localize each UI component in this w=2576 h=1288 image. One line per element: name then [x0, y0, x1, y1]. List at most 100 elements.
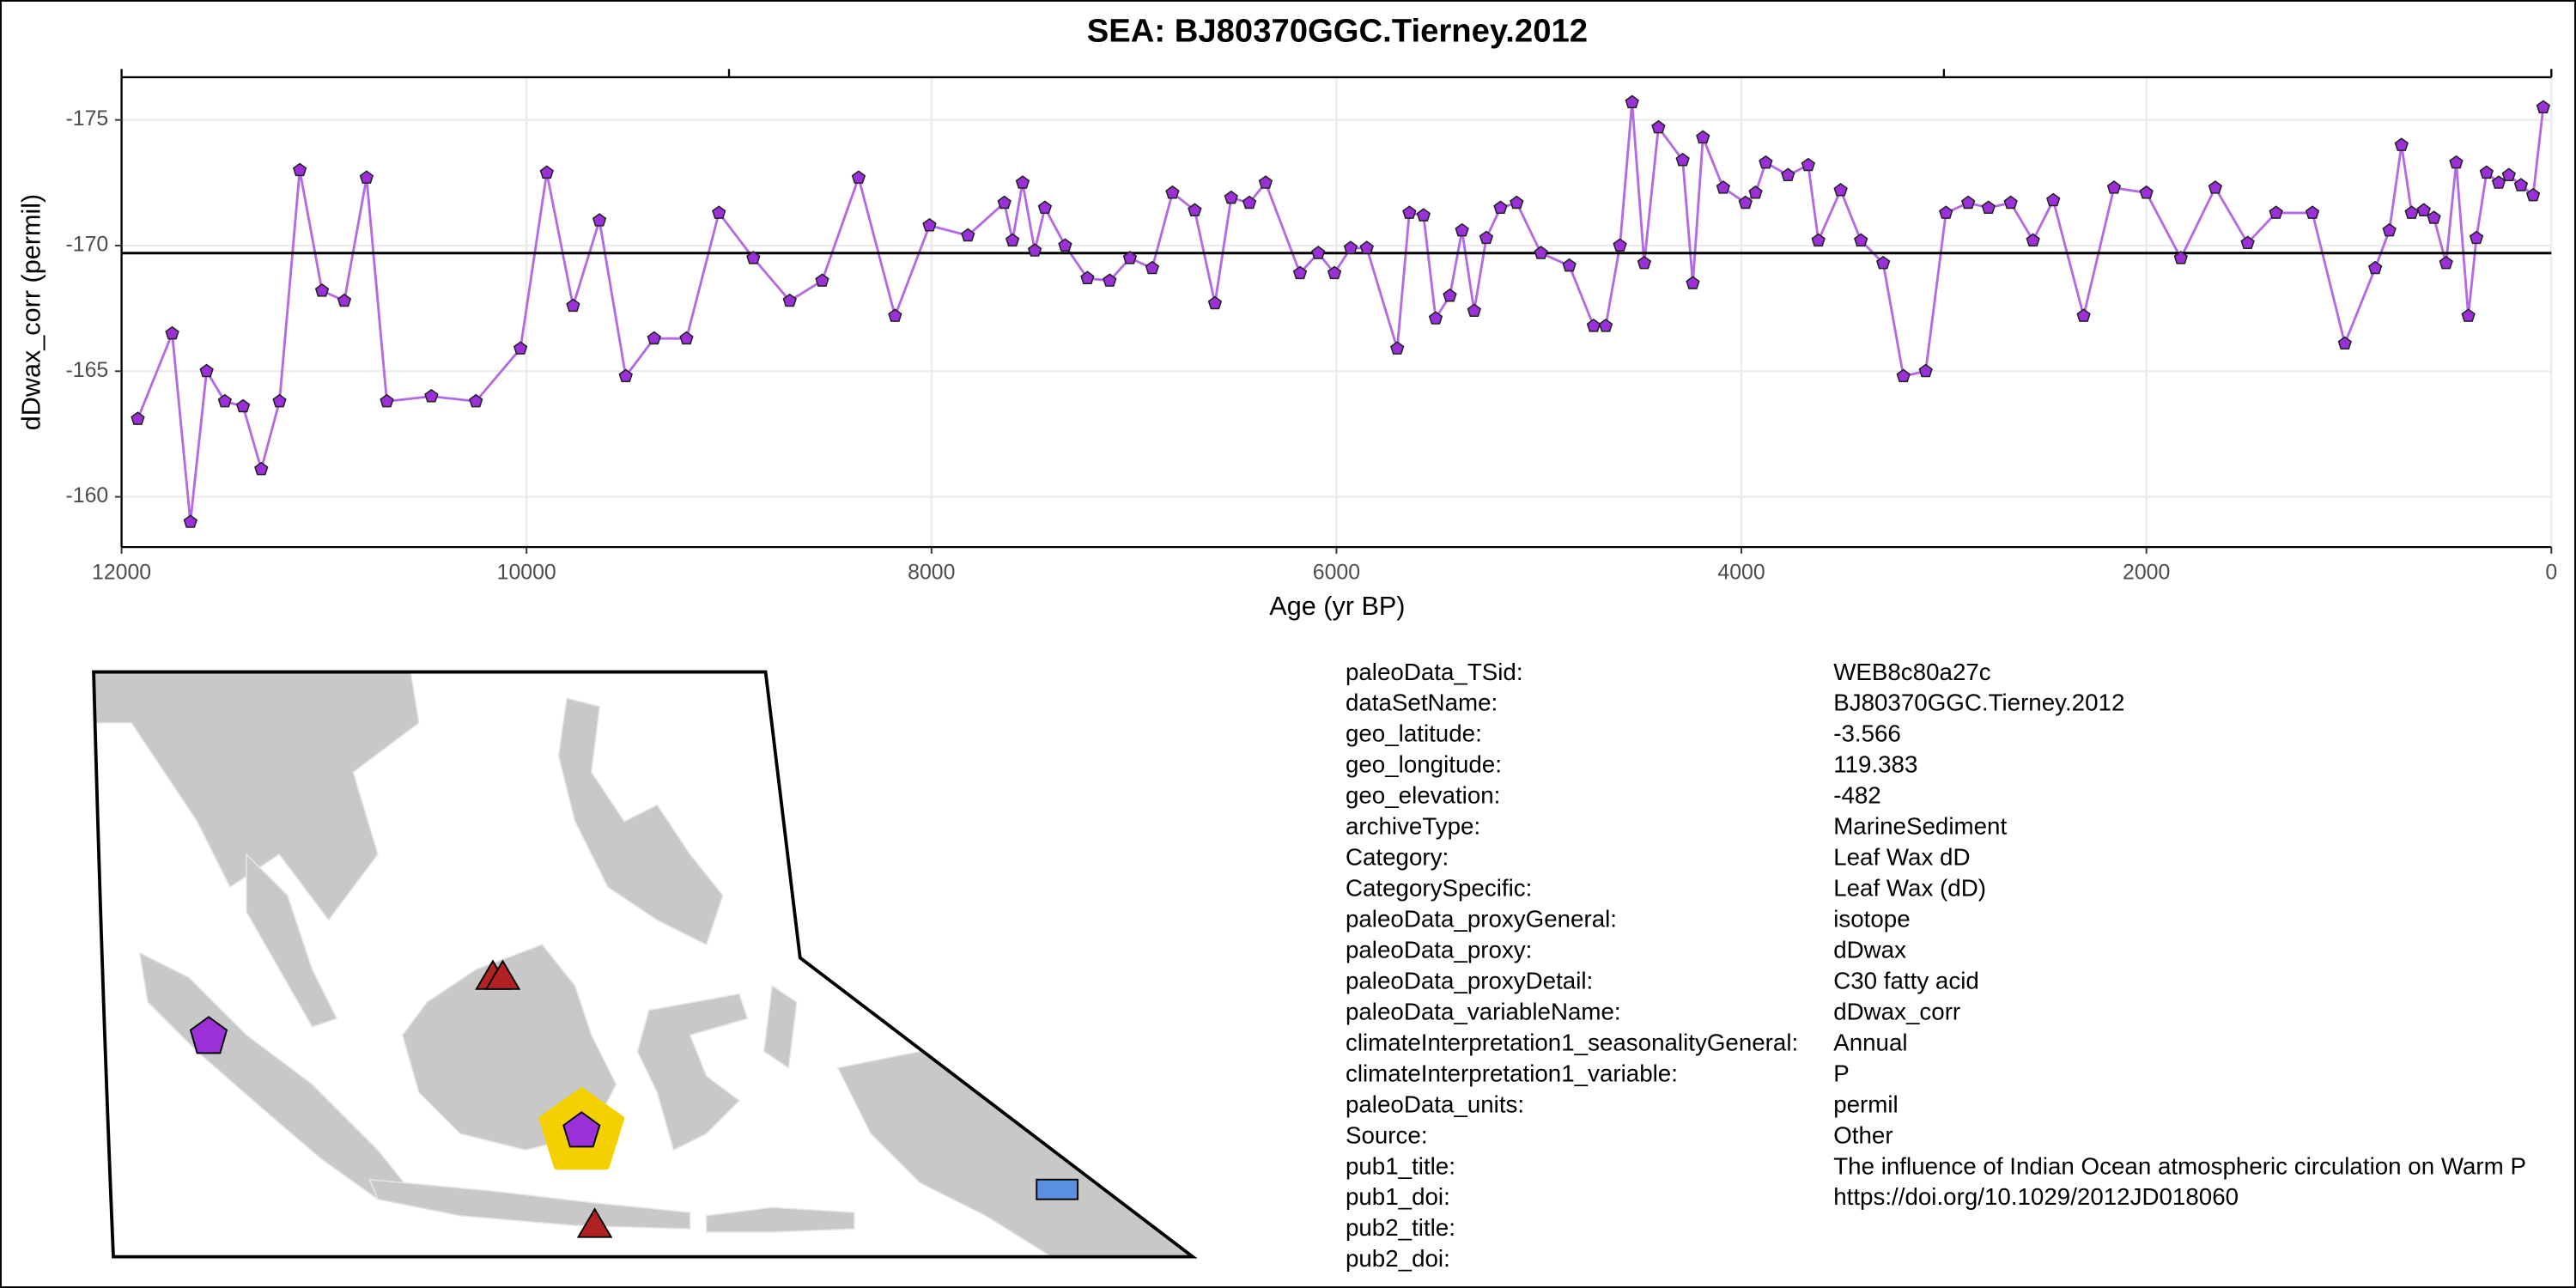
site-marker	[1036, 1178, 1079, 1200]
data-point	[2240, 235, 2255, 250]
data-point	[2416, 203, 2431, 216]
meta-key: paleoData_proxy:	[1346, 936, 1532, 963]
data-point	[1510, 195, 1524, 210]
data-point	[1675, 152, 1690, 167]
data-point	[592, 213, 607, 227]
meta-value: C30 fatty acid	[1833, 967, 1979, 993]
data-point	[359, 170, 374, 184]
data-point	[1960, 195, 1976, 210]
x-tick-label: 10000	[497, 560, 556, 584]
meta-value: Other	[1833, 1121, 1893, 1148]
meta-key: paleoData_TSid:	[1346, 659, 1523, 685]
data-point	[1390, 341, 1405, 355]
data-point	[2337, 336, 2352, 350]
data-point	[1586, 319, 1601, 332]
x-tick-label: 2000	[2123, 560, 2170, 584]
meta-value: The influence of Indian Ocean atmospheri…	[1833, 1152, 2526, 1179]
data-point	[254, 461, 269, 476]
data-point	[2208, 180, 2223, 194]
land-sulawesi	[636, 993, 749, 1151]
data-point	[1833, 183, 1848, 197]
data-point	[997, 195, 1012, 210]
data-point	[2367, 260, 2383, 275]
data-point	[2491, 175, 2506, 189]
data-point	[1854, 233, 1868, 247]
meta-value: -482	[1833, 782, 1881, 809]
meta-value: MarineSediment	[1833, 813, 2007, 840]
data-point	[1058, 238, 1072, 252]
meta-key: paleoData_proxyDetail:	[1346, 967, 1593, 993]
data-point	[2173, 251, 2188, 264]
data-point	[183, 514, 197, 528]
site-marker	[484, 959, 521, 990]
data-point	[1005, 233, 1020, 247]
data-point	[1562, 258, 1577, 272]
data-point	[1896, 368, 1911, 383]
data-point	[1224, 190, 1238, 204]
data-point	[1625, 94, 1639, 109]
y-tick-label: -160	[66, 483, 109, 507]
data-point	[2469, 230, 2484, 245]
land-malaya	[246, 853, 338, 1028]
meta-key: paleoData_variableName:	[1346, 998, 1621, 1024]
meta-key: climateInterpretation1_seasonalityGenera…	[1346, 1029, 1798, 1055]
data-point	[1416, 208, 1431, 222]
data-point	[469, 393, 483, 408]
data-point	[1801, 157, 1816, 172]
data-point	[292, 162, 307, 177]
data-point	[1207, 295, 1223, 310]
data-point	[2525, 187, 2541, 202]
data-point	[235, 398, 251, 413]
data-point	[712, 205, 726, 219]
data-point	[1637, 255, 1652, 270]
data-point	[1534, 246, 1548, 259]
y-tick-label: -165	[66, 358, 109, 382]
data-point	[1918, 363, 1933, 378]
data-point	[2003, 195, 2018, 210]
data-point	[217, 393, 233, 408]
data-point	[2269, 205, 2283, 219]
data-point	[1759, 155, 1773, 169]
meta-value: https://doi.org/10.1029/2012JD018060	[1833, 1183, 2239, 1210]
data-point	[1080, 270, 1095, 284]
data-point	[1037, 200, 1053, 215]
data-point	[1343, 240, 1358, 254]
data-point	[2139, 185, 2154, 199]
y-tick-label: -175	[66, 106, 109, 131]
data-point	[2046, 192, 2061, 207]
data-point	[1327, 265, 1342, 280]
x-tick-label: 8000	[908, 560, 955, 584]
x-tick-label: 6000	[1313, 560, 1360, 584]
data-point	[815, 273, 829, 287]
meta-key: Source:	[1346, 1121, 1428, 1148]
x-tick-label: 0	[2545, 560, 2557, 584]
land-java	[368, 1178, 691, 1230]
data-point	[1103, 273, 1117, 287]
y-tick-label: -170	[66, 233, 109, 257]
data-point	[2461, 308, 2476, 322]
data-point	[1145, 260, 1160, 275]
meta-key: paleoData_units:	[1346, 1091, 1524, 1117]
meta-key: pub2_doi:	[1346, 1245, 1450, 1272]
x-axis-label: Age (yr BP)	[1269, 592, 1405, 621]
data-point	[424, 388, 439, 403]
data-point	[2076, 308, 2091, 322]
meta-value: Leaf Wax dD	[1833, 844, 1970, 871]
data-point	[618, 368, 633, 383]
data-point	[2501, 167, 2516, 182]
meta-value: -3.566	[1833, 720, 1901, 747]
meta-value: P	[1833, 1060, 1850, 1086]
x-tick-label: 4000	[1717, 560, 1765, 584]
site-marker	[189, 1016, 228, 1054]
data-point	[2394, 137, 2409, 151]
meta-key: pub1_title:	[1346, 1152, 1455, 1179]
meta-key: climateInterpretation1_variable:	[1346, 1060, 1678, 1086]
meta-key: archiveType:	[1346, 813, 1480, 840]
meta-key: paleoData_proxyGeneral:	[1346, 906, 1617, 933]
data-point	[782, 293, 797, 307]
land-mainland	[94, 671, 420, 921]
data-point	[1311, 246, 1326, 259]
meta-value: isotope	[1833, 906, 1910, 933]
data-point	[679, 331, 694, 345]
